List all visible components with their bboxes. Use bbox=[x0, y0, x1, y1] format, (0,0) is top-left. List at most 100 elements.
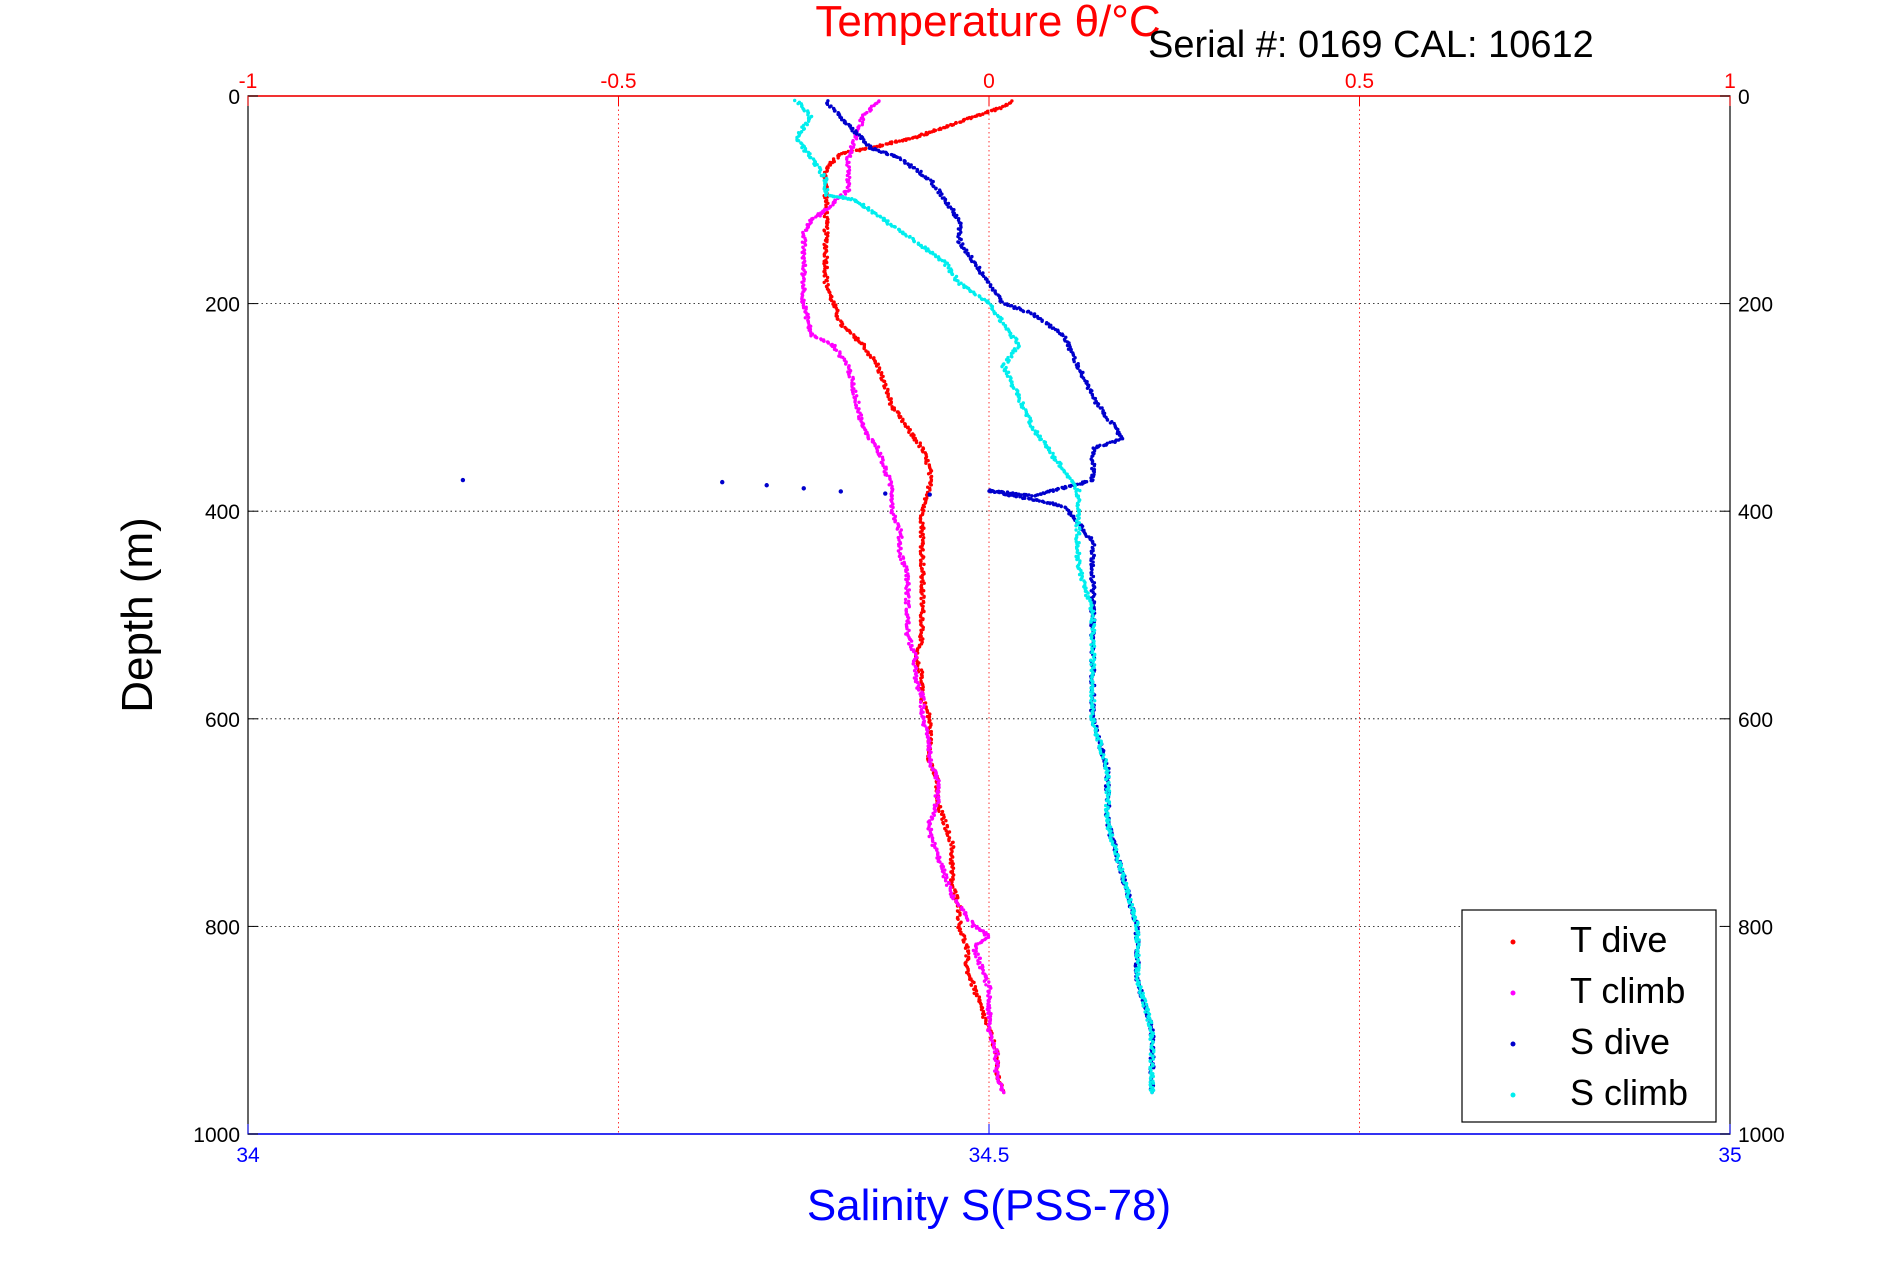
data-point bbox=[857, 417, 861, 421]
data-point bbox=[948, 861, 952, 865]
data-point bbox=[1090, 675, 1094, 679]
data-point bbox=[921, 685, 925, 689]
data-point bbox=[1016, 346, 1020, 350]
data-point bbox=[1005, 374, 1010, 378]
data-point bbox=[1147, 1016, 1152, 1020]
data-point bbox=[974, 926, 979, 930]
data-point bbox=[1104, 777, 1108, 782]
data-point bbox=[936, 853, 940, 857]
data-point bbox=[969, 983, 974, 987]
data-point bbox=[1141, 1004, 1145, 1008]
data-point bbox=[974, 263, 978, 268]
data-point bbox=[956, 917, 960, 921]
data-point bbox=[1055, 460, 1060, 465]
data-point bbox=[844, 122, 848, 126]
data-point bbox=[909, 639, 914, 643]
data-point bbox=[806, 315, 811, 320]
data-point bbox=[844, 362, 848, 366]
legend-marker bbox=[1510, 990, 1516, 996]
data-point bbox=[933, 794, 937, 798]
data-point bbox=[1061, 333, 1065, 338]
data-point bbox=[940, 866, 944, 871]
data-point bbox=[1102, 443, 1106, 448]
data-point bbox=[926, 472, 931, 476]
data-point bbox=[928, 751, 932, 756]
data-point bbox=[846, 189, 850, 193]
data-point bbox=[927, 754, 932, 759]
data-point bbox=[897, 415, 902, 420]
data-point bbox=[1141, 991, 1145, 995]
series-s-climb bbox=[793, 98, 1156, 1095]
data-point bbox=[832, 109, 837, 113]
data-point bbox=[1089, 662, 1093, 667]
data-point bbox=[848, 154, 853, 158]
data-point bbox=[981, 112, 985, 116]
data-point bbox=[1074, 537, 1078, 541]
data-point bbox=[1150, 1054, 1155, 1058]
data-point bbox=[936, 190, 940, 195]
data-point bbox=[861, 117, 866, 122]
data-point bbox=[796, 139, 801, 143]
data-point bbox=[958, 120, 962, 124]
data-point bbox=[720, 479, 725, 485]
data-point bbox=[929, 732, 934, 737]
data-point bbox=[1021, 309, 1026, 314]
data-point bbox=[914, 440, 919, 445]
data-point bbox=[850, 384, 854, 389]
data-point bbox=[1065, 475, 1070, 479]
data-point bbox=[1090, 567, 1094, 572]
data-point bbox=[885, 222, 890, 226]
data-point bbox=[1030, 427, 1035, 432]
data-point bbox=[983, 111, 988, 115]
data-point bbox=[917, 444, 921, 449]
data-point bbox=[1076, 366, 1080, 370]
data-point bbox=[1090, 466, 1094, 471]
data-point bbox=[1125, 895, 1130, 900]
data-point bbox=[1105, 815, 1109, 819]
data-point bbox=[806, 113, 810, 117]
data-point bbox=[921, 716, 925, 720]
data-point bbox=[1134, 955, 1139, 959]
data-point bbox=[990, 108, 994, 113]
data-point bbox=[857, 400, 861, 404]
data-point bbox=[967, 951, 971, 956]
data-point bbox=[847, 160, 851, 165]
data-point bbox=[1151, 1057, 1156, 1061]
data-series bbox=[460, 98, 1156, 1095]
data-point bbox=[891, 505, 895, 510]
data-point bbox=[1077, 551, 1082, 556]
data-point bbox=[1015, 306, 1019, 311]
data-point bbox=[858, 118, 862, 123]
data-point bbox=[823, 182, 827, 187]
data-point bbox=[836, 317, 840, 321]
data-point bbox=[926, 740, 930, 745]
data-point bbox=[1076, 517, 1081, 521]
data-point bbox=[971, 948, 976, 953]
data-point bbox=[1059, 462, 1063, 466]
series-t-dive bbox=[822, 99, 1014, 1095]
data-point bbox=[1137, 953, 1141, 957]
data-point bbox=[904, 586, 908, 590]
data-point bbox=[1035, 430, 1040, 434]
data-point bbox=[1078, 532, 1082, 536]
data-point bbox=[1009, 335, 1013, 340]
data-point bbox=[886, 395, 890, 399]
legend-label: T dive bbox=[1570, 919, 1667, 960]
data-point bbox=[1099, 751, 1103, 755]
salinity-tick-label: 34 bbox=[236, 1144, 260, 1167]
legend-marker bbox=[1510, 939, 1516, 945]
data-point bbox=[1119, 869, 1123, 873]
data-point bbox=[922, 609, 926, 614]
data-point bbox=[1092, 618, 1097, 622]
data-point bbox=[919, 525, 923, 530]
data-point bbox=[1134, 951, 1139, 956]
data-point bbox=[1092, 724, 1097, 728]
data-point bbox=[930, 817, 934, 821]
data-point bbox=[927, 834, 931, 839]
data-point bbox=[992, 1050, 997, 1054]
data-point bbox=[859, 136, 863, 141]
data-point bbox=[918, 534, 923, 539]
data-point bbox=[989, 986, 993, 990]
data-point bbox=[977, 295, 982, 299]
data-point bbox=[1138, 987, 1143, 991]
